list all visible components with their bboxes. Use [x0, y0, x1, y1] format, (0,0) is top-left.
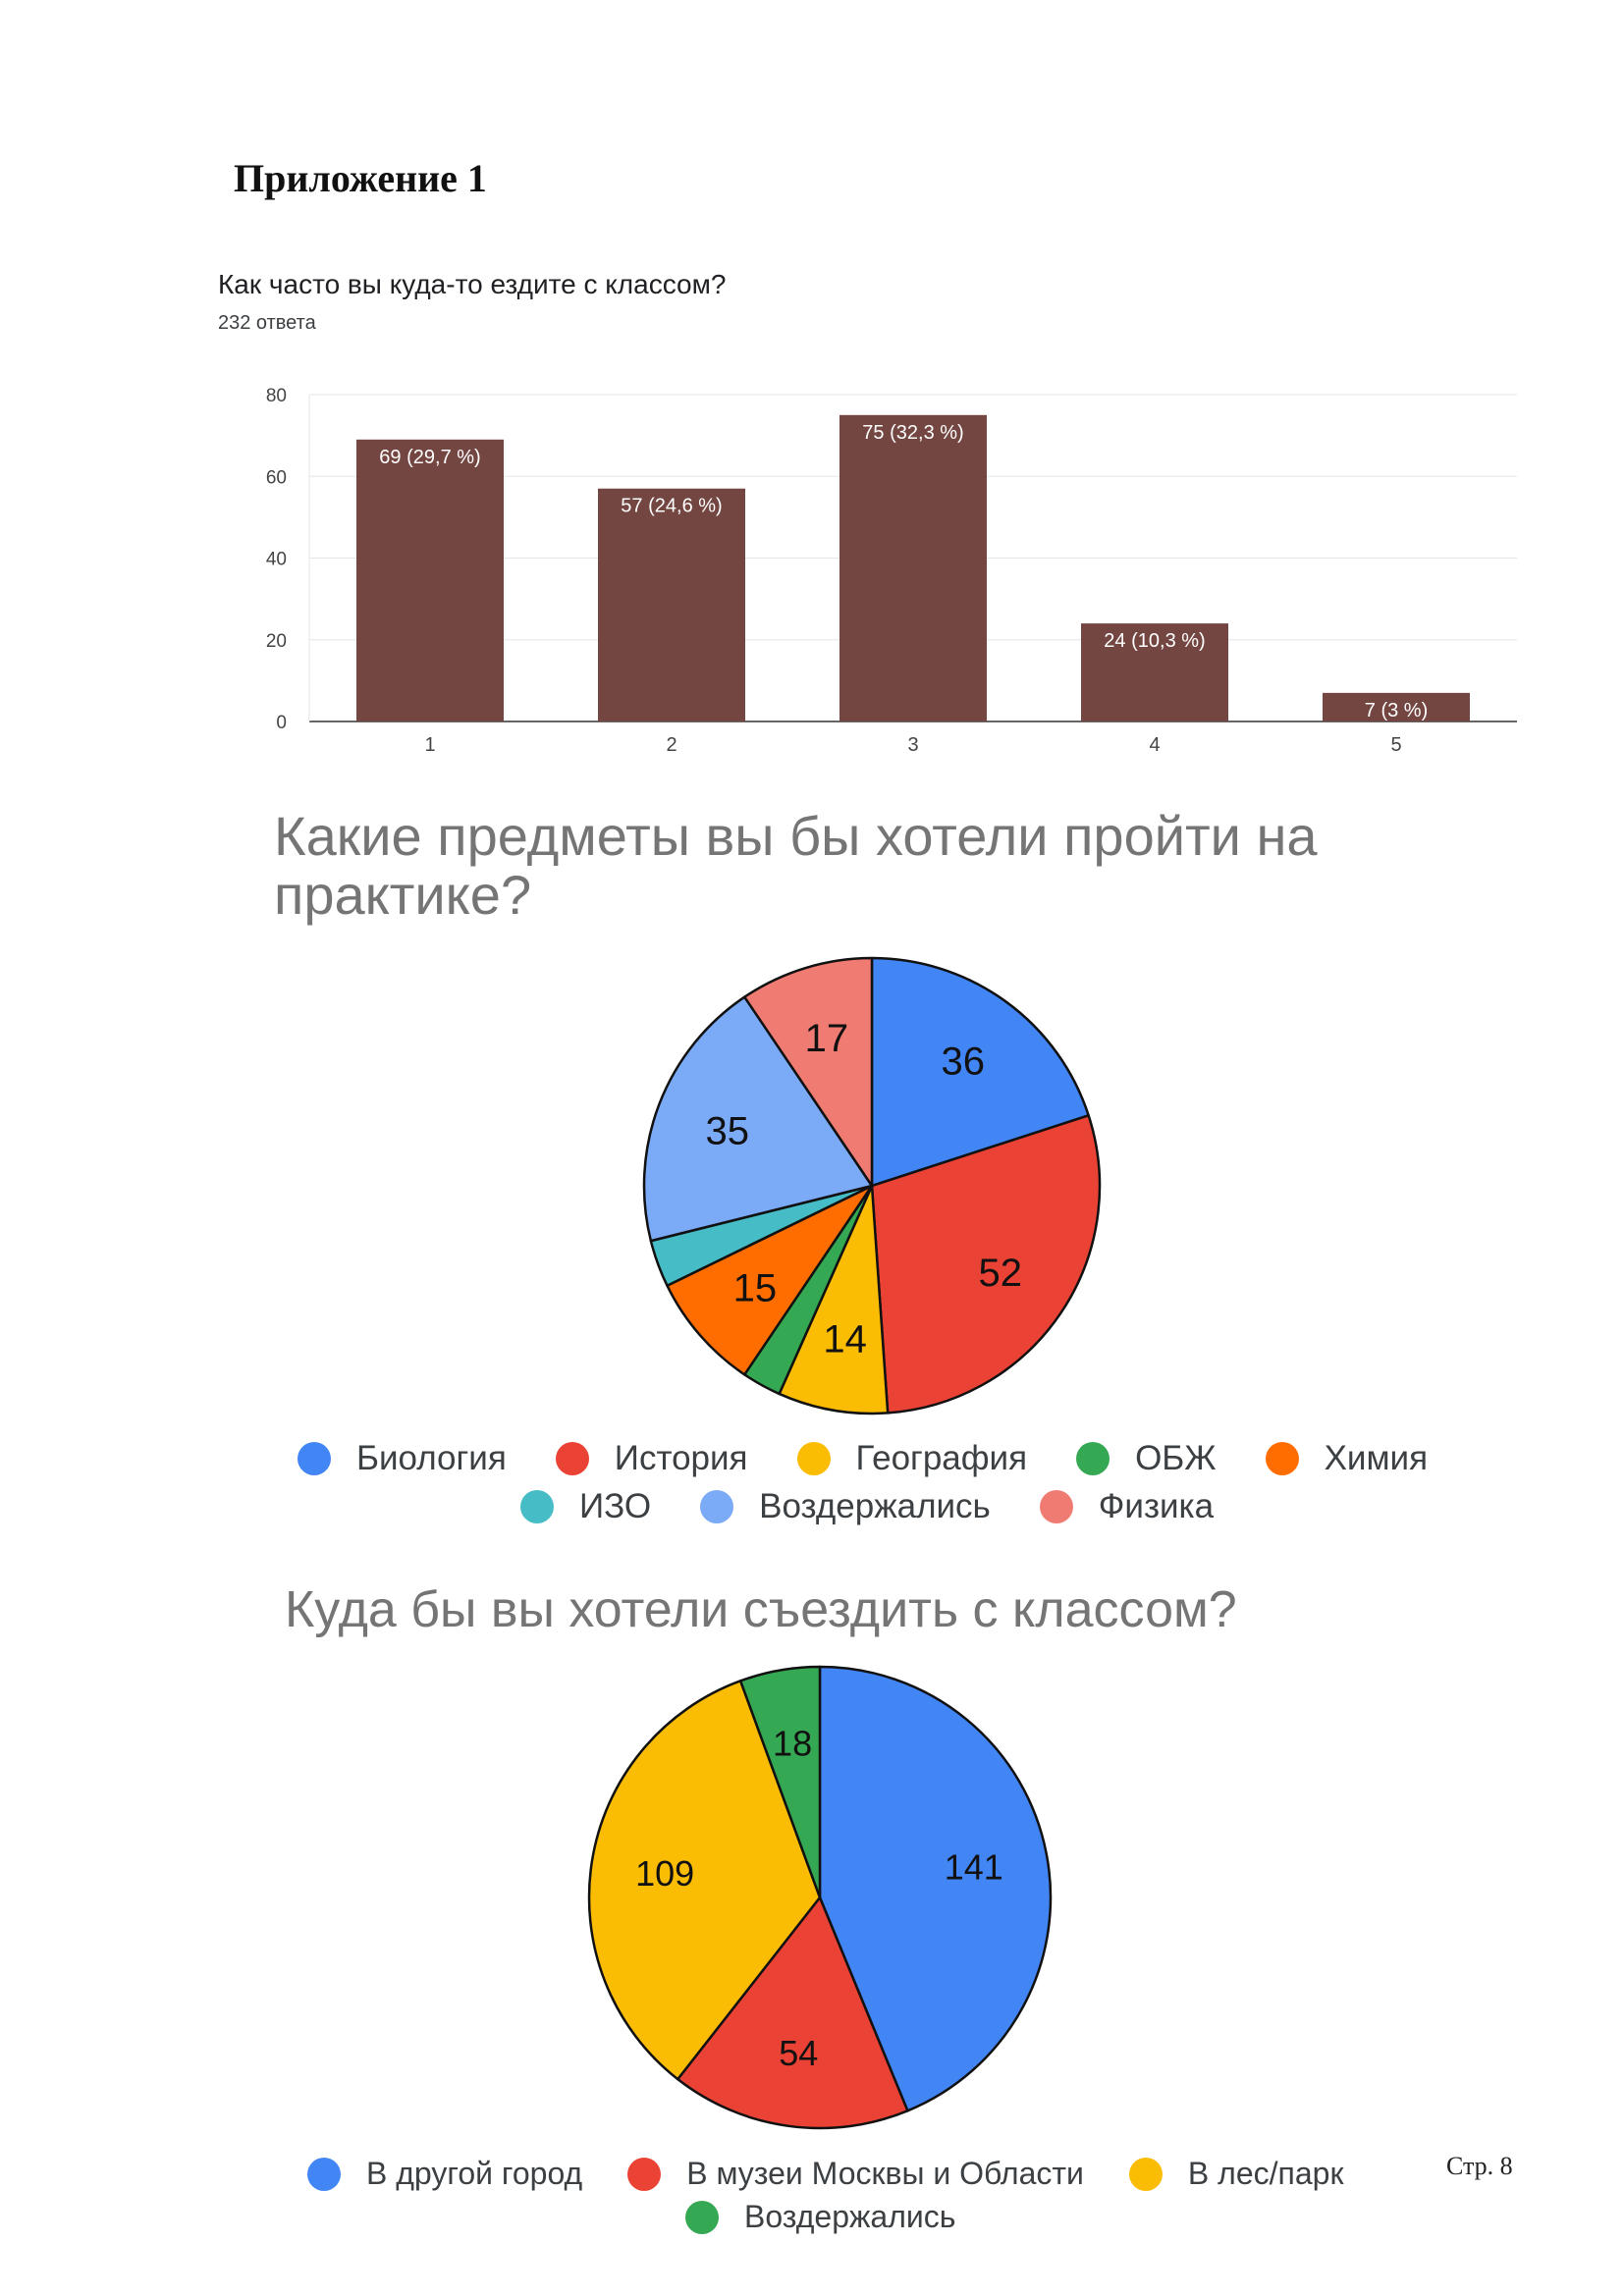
- legend-swatch: [700, 1490, 734, 1523]
- y-tick-label: 60: [266, 467, 287, 488]
- legend-swatch: [307, 2157, 341, 2191]
- y-tick-label: 80: [266, 386, 287, 406]
- pie-slice: [870, 1114, 1102, 1415]
- legend-swatch: [1128, 2157, 1163, 2191]
- pie-slice-label: 36: [941, 1040, 985, 1083]
- legend-label: Воздержались: [759, 1487, 991, 1525]
- legend-item: В другой город: [307, 2156, 582, 2192]
- y-tick-label: 20: [266, 631, 287, 652]
- y-tick-label: 0: [276, 713, 287, 733]
- bar-data-label: 57 (24,6 %): [621, 496, 722, 517]
- bar-data-label: 75 (32,3 %): [862, 422, 963, 444]
- subjects-chart-title: Какие предметы вы бы хотели пройти на пр…: [274, 805, 1318, 926]
- bar: [839, 414, 987, 721]
- destinations-chart-title: Куда бы вы хотели съездить с классом?: [285, 1581, 1237, 1638]
- pie-slice: [642, 995, 874, 1243]
- pie-slice: [743, 956, 874, 1188]
- legend-label: ОБЖ: [1135, 1439, 1217, 1477]
- pie-slice-label: 54: [779, 2033, 818, 2073]
- x-tick-label: 1: [424, 734, 435, 756]
- legend-item: Физика: [1039, 1487, 1215, 1526]
- legend-item: История: [555, 1439, 748, 1478]
- legend-label: Воздержались: [744, 2199, 956, 2234]
- x-tick-label: 5: [1390, 734, 1401, 756]
- pie-slice-label: 15: [733, 1266, 778, 1309]
- bar-chart-response-count: 232 ответа: [218, 312, 316, 334]
- legend-label: ИЗО: [579, 1487, 652, 1525]
- legend-swatch: [298, 1442, 331, 1475]
- legend-label: Химия: [1324, 1439, 1429, 1477]
- legend-swatch: [1039, 1490, 1073, 1523]
- legend-swatch: [796, 1442, 831, 1475]
- frequency-bar-chart: 0 20 40 60 80 69 (29,7 %) 1 57 (24,6 %) 2 75 (32,…: [266, 386, 1517, 756]
- legend-swatch: [1265, 1442, 1299, 1475]
- legend-item: Биология: [298, 1439, 507, 1478]
- destinations-pie-chart: 141 54 109 18: [587, 1665, 1053, 2130]
- legend-label: В другой город: [366, 2156, 583, 2191]
- legend-item: Воздержались: [700, 1487, 991, 1526]
- document-heading: Приложение 1: [234, 156, 487, 200]
- legend-label: В музеи Москвы и Области: [686, 2156, 1084, 2191]
- pie-slice-label: 18: [773, 1723, 812, 1763]
- x-tick-label: 3: [907, 734, 918, 756]
- bar-data-label: 7 (3 %): [1365, 700, 1428, 721]
- legend-label: Биология: [356, 1439, 507, 1477]
- pie-slice: [677, 1896, 909, 2130]
- pie-slice-label: 35: [705, 1109, 749, 1152]
- bar-data-label: 69 (29,7 %): [379, 447, 480, 468]
- bar: [598, 488, 745, 721]
- subjects-legend-row-1: Биология История География ОБЖ Химия: [298, 1439, 1477, 1478]
- pie-slice: [818, 1665, 1053, 2112]
- pie-slice-label: 109: [635, 1853, 694, 1894]
- bar-chart-question: Как часто вы куда-то ездите с классом?: [218, 269, 727, 299]
- legend-label: География: [855, 1439, 1028, 1477]
- legend-swatch: [1076, 1442, 1110, 1475]
- legend-swatch: [627, 2157, 662, 2191]
- legend-item: Воздержались: [685, 2199, 955, 2235]
- pie-slice: [778, 1184, 890, 1415]
- legend-item: ОБЖ: [1076, 1439, 1217, 1478]
- pie-slice-label: 52: [979, 1252, 1023, 1295]
- legend-label: В лес/парк: [1187, 2156, 1344, 2191]
- legend-item: ИЗО: [520, 1487, 651, 1526]
- legend-swatch: [685, 2200, 719, 2234]
- pie-slice-label: 14: [823, 1317, 867, 1361]
- pie-slice: [738, 1665, 822, 1899]
- x-tick-label: 4: [1149, 734, 1160, 756]
- bar: [1323, 692, 1470, 721]
- legend-item: География: [796, 1439, 1028, 1478]
- pie-slice: [666, 1184, 874, 1376]
- pie-slice-label: 141: [945, 1847, 1003, 1888]
- bar-data-label: 24 (10,3 %): [1104, 630, 1205, 652]
- legend-item: Химия: [1265, 1439, 1429, 1478]
- legend-swatch: [520, 1490, 554, 1523]
- legend-label: Физика: [1098, 1487, 1215, 1525]
- bar: [1081, 623, 1228, 721]
- legend-swatch: [555, 1442, 589, 1475]
- x-tick-label: 2: [666, 734, 677, 756]
- legend-label: История: [614, 1439, 748, 1477]
- legend-item: В лес/парк: [1128, 2156, 1344, 2192]
- bar: [356, 439, 504, 721]
- subjects-pie-chart: 36 52 14 15 35 17: [642, 956, 1102, 1415]
- y-tick-label: 40: [266, 550, 287, 570]
- pie-slice-label: 17: [805, 1017, 849, 1060]
- legend-item: В музеи Москвы и Области: [627, 2156, 1084, 2192]
- subjects-legend-row-2: ИЗО Воздержались Физика: [520, 1487, 1263, 1526]
- pie-slice: [870, 956, 1090, 1188]
- page-number: Стр. 8: [1446, 2152, 1513, 2180]
- destinations-legend-row-1: В другой город В музеи Москвы и Области В …: [307, 2156, 1388, 2192]
- destinations-legend-row-2: Воздержались: [685, 2199, 955, 2235]
- pie-slice: [587, 1680, 822, 2081]
